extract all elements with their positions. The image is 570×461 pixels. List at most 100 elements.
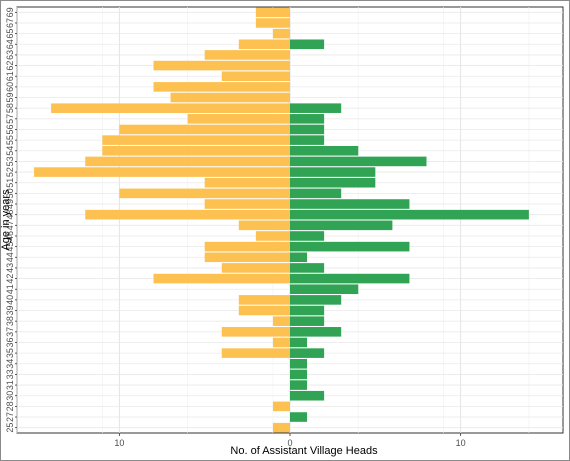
y-tick-label: 46 (5, 231, 15, 241)
y-tick-label: 50 (5, 188, 15, 198)
bar-right-46 (290, 231, 325, 241)
y-tick-label: 57 (5, 114, 15, 124)
bar-right-47 (290, 220, 393, 231)
y-tick-label: 34 (5, 359, 15, 369)
y-tick-label: 45 (5, 242, 15, 252)
y-tick-label: 28 (5, 401, 15, 411)
y-tick-label: 47 (5, 220, 15, 230)
y-tick-label: 42 (5, 274, 15, 284)
x-tick-label: 10 (456, 438, 466, 448)
bar-left-57 (187, 114, 290, 124)
y-tick-label: 43 (5, 263, 15, 273)
bar-left-44 (204, 252, 290, 263)
y-tick-label: 33 (5, 369, 15, 379)
bar-left-58 (51, 103, 290, 113)
y-tick-label: 69 (5, 7, 15, 17)
y-tick-label: 44 (5, 252, 15, 262)
bar-right-48 (290, 209, 529, 220)
bar-left-52 (34, 167, 290, 177)
y-tick-label: 38 (5, 316, 15, 326)
bar-right-40 (290, 295, 342, 305)
bar-right-41 (290, 284, 359, 295)
y-axis-label: Age in years (1, 189, 12, 251)
bar-right-58 (290, 103, 342, 113)
y-tick-label: 35 (5, 348, 15, 358)
bar-right-49 (290, 199, 410, 209)
bar-left-55 (102, 135, 290, 145)
bar-left-63 (204, 50, 290, 60)
bar-left-37 (221, 327, 290, 337)
bar-right-57 (290, 114, 325, 124)
bar-left-42 (153, 273, 290, 284)
y-tick-label: 41 (5, 284, 15, 294)
y-tick-label: 67 (5, 18, 15, 28)
y-tick-label: 49 (5, 199, 15, 209)
bar-left-64 (238, 39, 290, 50)
y-tick-label: 64 (5, 39, 15, 49)
bar-left-39 (238, 305, 290, 316)
bar-right-37 (290, 327, 342, 337)
y-tick-label: 39 (5, 306, 15, 316)
bar-right-50 (290, 188, 342, 199)
bar-right-56 (290, 124, 325, 135)
bar-left-65 (272, 28, 290, 39)
y-tick-label: 51 (5, 178, 15, 188)
bars (34, 7, 529, 433)
bar-left-36 (272, 337, 290, 348)
bar-left-40 (238, 295, 290, 305)
bar-right-55 (290, 135, 325, 145)
y-tick-label: 37 (5, 327, 15, 337)
bar-left-69 (255, 7, 290, 18)
bar-right-38 (290, 316, 325, 326)
y-tick-label: 27 (5, 412, 15, 422)
bar-left-59 (170, 92, 290, 103)
bar-right-45 (290, 241, 410, 252)
bar-left-51 (204, 177, 290, 188)
bar-right-39 (290, 305, 325, 316)
bar-right-53 (290, 156, 427, 167)
y-tick-label: 59 (5, 93, 15, 103)
bar-right-51 (290, 177, 376, 188)
bar-right-34 (290, 358, 308, 369)
bar-left-25 (272, 422, 290, 433)
y-tick-label: 52 (5, 167, 15, 177)
bar-right-27 (290, 412, 308, 422)
bar-left-46 (255, 231, 290, 241)
bar-left-54 (102, 145, 290, 156)
y-tick-label: 56 (5, 124, 15, 134)
bar-right-31 (290, 380, 308, 390)
bar-right-52 (290, 167, 376, 177)
bar-right-64 (290, 39, 325, 50)
x-tick-labels: 10 0 10 (114, 433, 466, 448)
bar-left-38 (272, 316, 290, 326)
bar-left-48 (85, 209, 290, 220)
bar-right-35 (290, 348, 325, 358)
y-tick-label: 40 (5, 295, 15, 305)
y-tick-label: 48 (5, 210, 15, 220)
bar-left-62 (153, 60, 290, 71)
y-tick-label: 63 (5, 50, 15, 60)
bar-right-54 (290, 145, 359, 156)
y-tick-label: 31 (5, 380, 15, 390)
bar-left-45 (204, 241, 290, 252)
y-tick-labels: 2527283031333435363738394041424344454647… (5, 7, 17, 433)
bar-right-36 (290, 337, 308, 348)
bar-left-61 (221, 71, 290, 82)
x-tick-label: 0 (287, 438, 292, 448)
y-tick-label: 30 (5, 391, 15, 401)
bar-right-30 (290, 390, 325, 401)
y-tick-label: 36 (5, 337, 15, 347)
bar-left-60 (153, 82, 290, 92)
bar-left-50 (119, 188, 290, 199)
y-tick-label: 58 (5, 103, 15, 113)
bar-left-49 (204, 199, 290, 209)
bar-left-43 (221, 263, 290, 273)
y-tick-label: 60 (5, 82, 15, 92)
bar-left-56 (119, 124, 290, 135)
bar-left-35 (221, 348, 290, 358)
bar-right-44 (290, 252, 308, 263)
bar-left-47 (238, 220, 290, 231)
y-tick-label: 55 (5, 135, 15, 145)
